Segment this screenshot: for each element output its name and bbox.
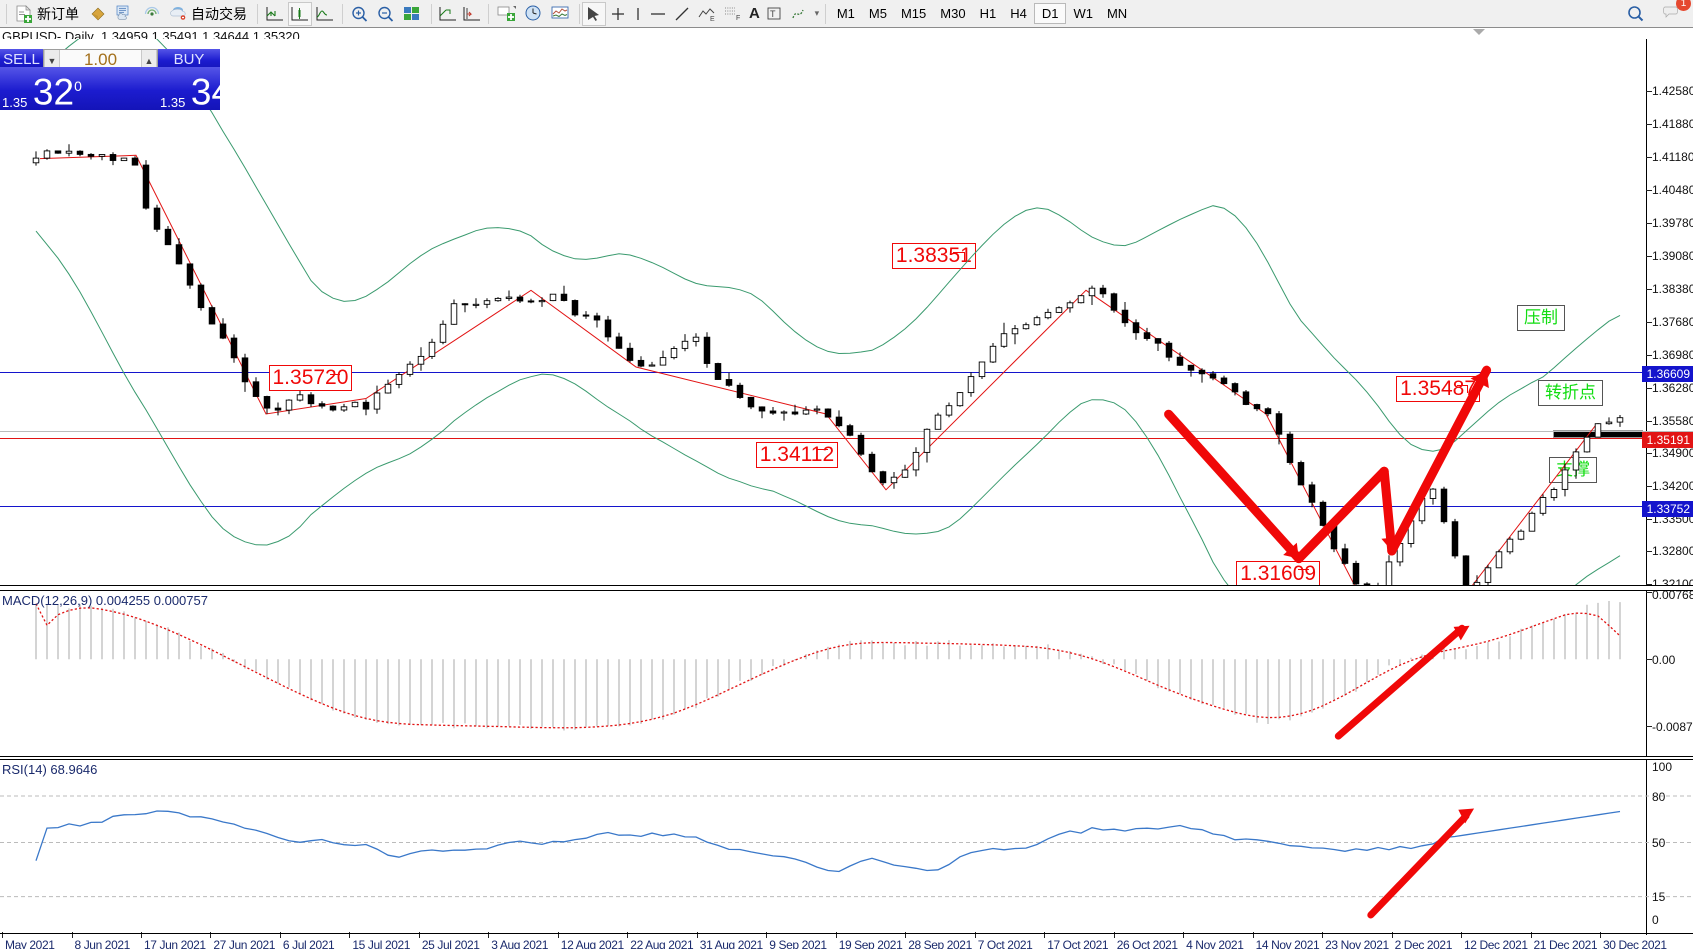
svg-text:T: T xyxy=(770,9,776,19)
svg-text:F: F xyxy=(736,15,740,22)
svg-text:E: E xyxy=(710,16,715,23)
